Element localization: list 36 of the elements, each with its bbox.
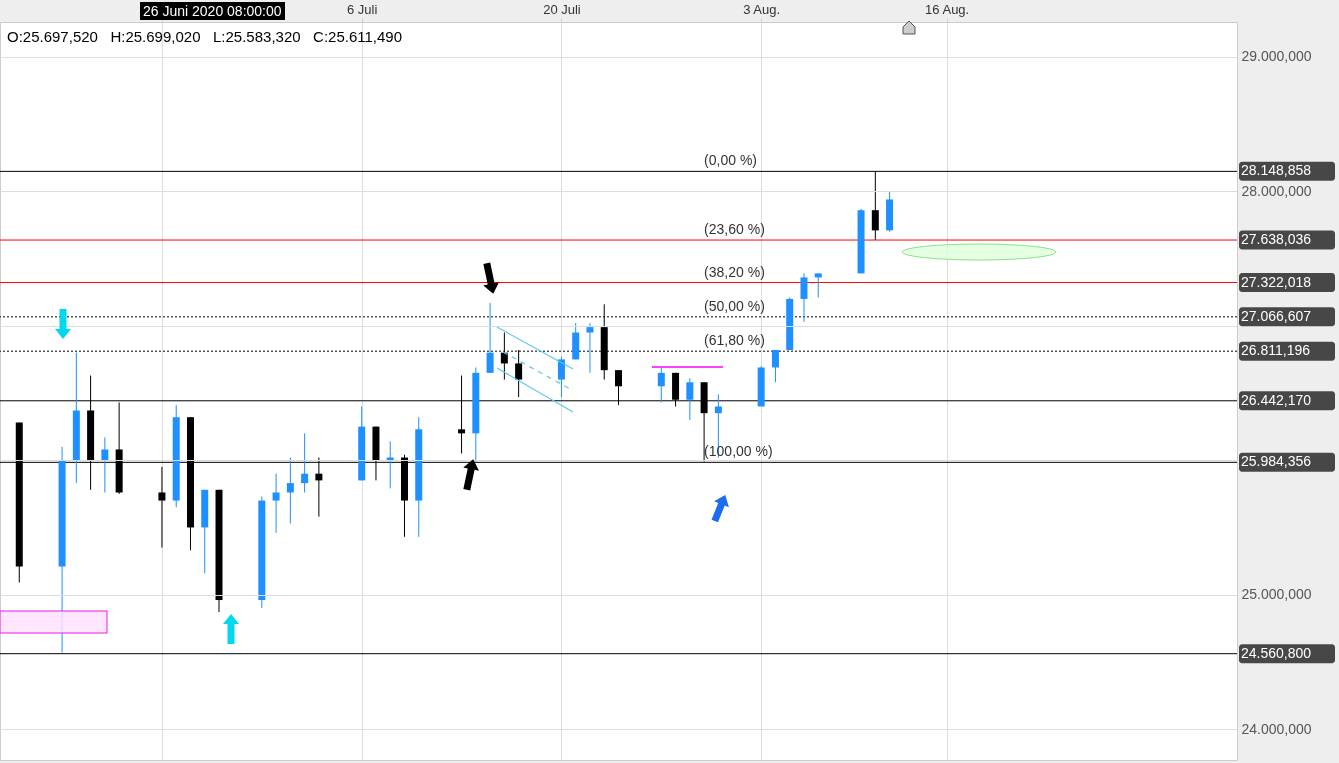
- y-tick-label: 24.000,000: [1241, 720, 1312, 737]
- ref-line-label: 27.322,018: [1241, 273, 1312, 290]
- ref-line-label: 28.148,858: [1241, 162, 1312, 179]
- ref-line-label: 26.442,170: [1241, 391, 1312, 408]
- candlestick: [657, 366, 665, 403]
- annotation: (38,20 %): [704, 263, 765, 280]
- y-tick-label: 28.000,000: [1241, 182, 1312, 199]
- candlestick: [286, 457, 294, 524]
- ref-line-label: 24.560,800: [1241, 644, 1312, 661]
- x-tick-label: 6 Juli: [347, 1, 378, 17]
- candlestick: [101, 436, 109, 493]
- candlestick: [686, 377, 694, 421]
- y-tick-label: 29.000,000: [1241, 48, 1312, 65]
- x-tick-label: 3 Aug.: [743, 1, 781, 17]
- candlestick: [158, 466, 166, 549]
- annotation: (0,00 %): [704, 152, 758, 169]
- x-tick-label: 16 Aug.: [925, 1, 970, 17]
- annotation: (50,00 %): [704, 297, 765, 314]
- candlestick: [557, 356, 565, 398]
- candlestick: [301, 432, 309, 493]
- candlestick: [586, 322, 594, 374]
- candlestick: [486, 302, 494, 374]
- candlestick: [814, 272, 822, 299]
- ref-line-label: 27.066,607: [1241, 307, 1312, 324]
- candlestick: [800, 272, 808, 323]
- x-tick-label: 20 Juli: [543, 1, 581, 17]
- candlestick: [272, 473, 280, 534]
- annotation: (23,60 %): [704, 221, 765, 238]
- ref-line-label: 27.638,036: [1241, 231, 1312, 248]
- annotation: O:25.697,520 H:25.699,020 L:25.583,320 C:25.611,490: [7, 28, 403, 45]
- ref-line-label: 25.984,356: [1241, 453, 1312, 470]
- text: 26 Juni 2020 08:00:00: [140, 2, 285, 20]
- annotation: (61,80 %): [704, 332, 765, 349]
- candlestick: [771, 349, 779, 383]
- ref-line-label: 26.811,196: [1241, 342, 1311, 359]
- y-tick-label: 25.000,000: [1241, 586, 1312, 603]
